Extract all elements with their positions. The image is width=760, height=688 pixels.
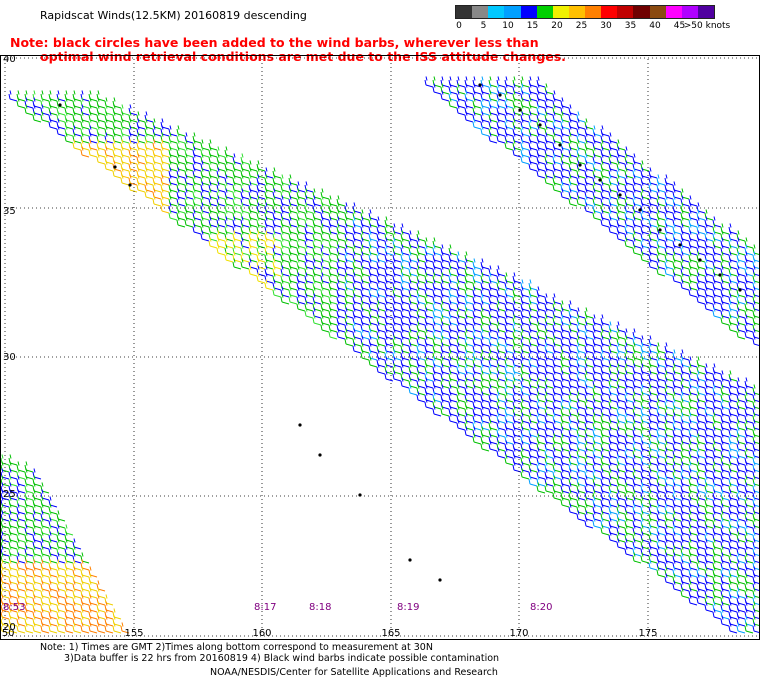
contamination-dot [318, 453, 322, 457]
legend-swatch [601, 6, 618, 18]
legend-labels: 0 5 10 15 20 25 30 35 40 45 >50 knots [455, 19, 730, 31]
legend-swatch [456, 6, 473, 18]
legend-swatch [488, 6, 505, 18]
legend-swatch [665, 6, 682, 18]
legend-swatch [568, 6, 585, 18]
footer-note-1: Note: 1) Times are GMT 2)Times along bot… [40, 642, 433, 653]
legend-swatch [681, 6, 698, 18]
warning-note-line-2: optimal wind retrieval conditions are me… [40, 49, 566, 64]
legend-swatch [617, 6, 634, 18]
contamination-dot [658, 228, 662, 232]
footer-note-2: 3)Data buffer is 22 hrs from 20160819 4)… [64, 653, 500, 664]
contamination-dot [58, 103, 62, 107]
legend-label: 5 [480, 21, 487, 31]
legend-label: 15 [526, 21, 539, 31]
warning-note: Note: black circles have been added to t… [10, 36, 566, 64]
footer-credit: NOAA/NESDIS/Center for Satellite Applica… [210, 667, 498, 678]
latitude-label: 40 [3, 55, 16, 65]
time-label: 8:18 [309, 602, 331, 613]
time-label: 8:53 [3, 602, 25, 613]
map-frame [0, 55, 760, 640]
legend-swatch [697, 6, 714, 18]
contamination-dot [438, 578, 442, 582]
contamination-dot [578, 163, 582, 167]
legend-label: 45 [673, 21, 686, 31]
latitude-label: 35 [3, 206, 16, 217]
contamination-dot [498, 93, 502, 97]
legend-swatch [585, 6, 602, 18]
contamination-dot [598, 178, 602, 182]
legend-label: 30 [600, 21, 612, 31]
legend-swatch [520, 6, 537, 18]
latitude-label: 25 [3, 489, 16, 500]
contamination-dot [738, 288, 742, 292]
longitude-label: 150 [0, 628, 15, 639]
contamination-dot [698, 258, 702, 262]
legend-swatch [633, 6, 650, 18]
legend-swatch [649, 6, 666, 18]
contamination-dot [618, 193, 622, 197]
contamination-dot [113, 165, 117, 169]
contamination-dot [298, 423, 302, 427]
lat-lon-grid [0, 55, 760, 640]
warning-note-line-1: Note: black circles have been added to t… [10, 35, 539, 50]
latitude-label: 20 [3, 622, 16, 633]
longitude-label: 160 [252, 628, 271, 639]
legend-swatch [552, 6, 569, 18]
map-title: Rapidscat Winds(12.5KM) 20160819 descend… [40, 9, 307, 22]
time-label: 8:17 [254, 602, 276, 613]
contamination-dot [538, 123, 542, 127]
axis-labels: 40 35 30 25 20150 155 160 165 170 175 8:53 8:17 8:18… [0, 55, 658, 639]
legend-label: 35 [624, 21, 637, 31]
legend-swatch [472, 6, 489, 18]
contamination-dot [478, 83, 482, 87]
wind-barb-map: 40 35 30 25 20150 155 160 165 170 175 8:53 8:17 8:18… [0, 55, 760, 640]
contamination-dot [638, 208, 642, 212]
legend-label: >50 knots [683, 21, 731, 31]
legend-label: 25 [575, 21, 588, 31]
legend-label: 20 [551, 21, 563, 31]
legend-label: 10 [502, 21, 514, 31]
longitude-label: 170 [509, 628, 528, 639]
wind-speed-legend: 0 5 10 15 20 25 30 35 40 45 >50 knots [455, 5, 730, 31]
legend-swatch [536, 6, 553, 18]
longitude-label: 155 [124, 628, 143, 639]
longitude-label: 175 [638, 628, 657, 639]
latitude-label: 30 [3, 352, 16, 363]
legend-label: 0 [456, 21, 462, 31]
time-label: 8:19 [397, 602, 419, 613]
wind-barbs [0, 76, 760, 634]
contamination-dot [558, 143, 562, 147]
legend-label: 40 [649, 21, 661, 31]
contamination-dot [718, 273, 722, 277]
legend-color-bar [455, 5, 715, 19]
contamination-dot [518, 108, 522, 112]
time-label: 8:20 [530, 602, 552, 613]
contamination-dot [128, 183, 132, 187]
contamination-dot [408, 558, 412, 562]
legend-swatch [504, 6, 521, 18]
contamination-dot [678, 243, 682, 247]
longitude-label: 165 [381, 628, 400, 639]
